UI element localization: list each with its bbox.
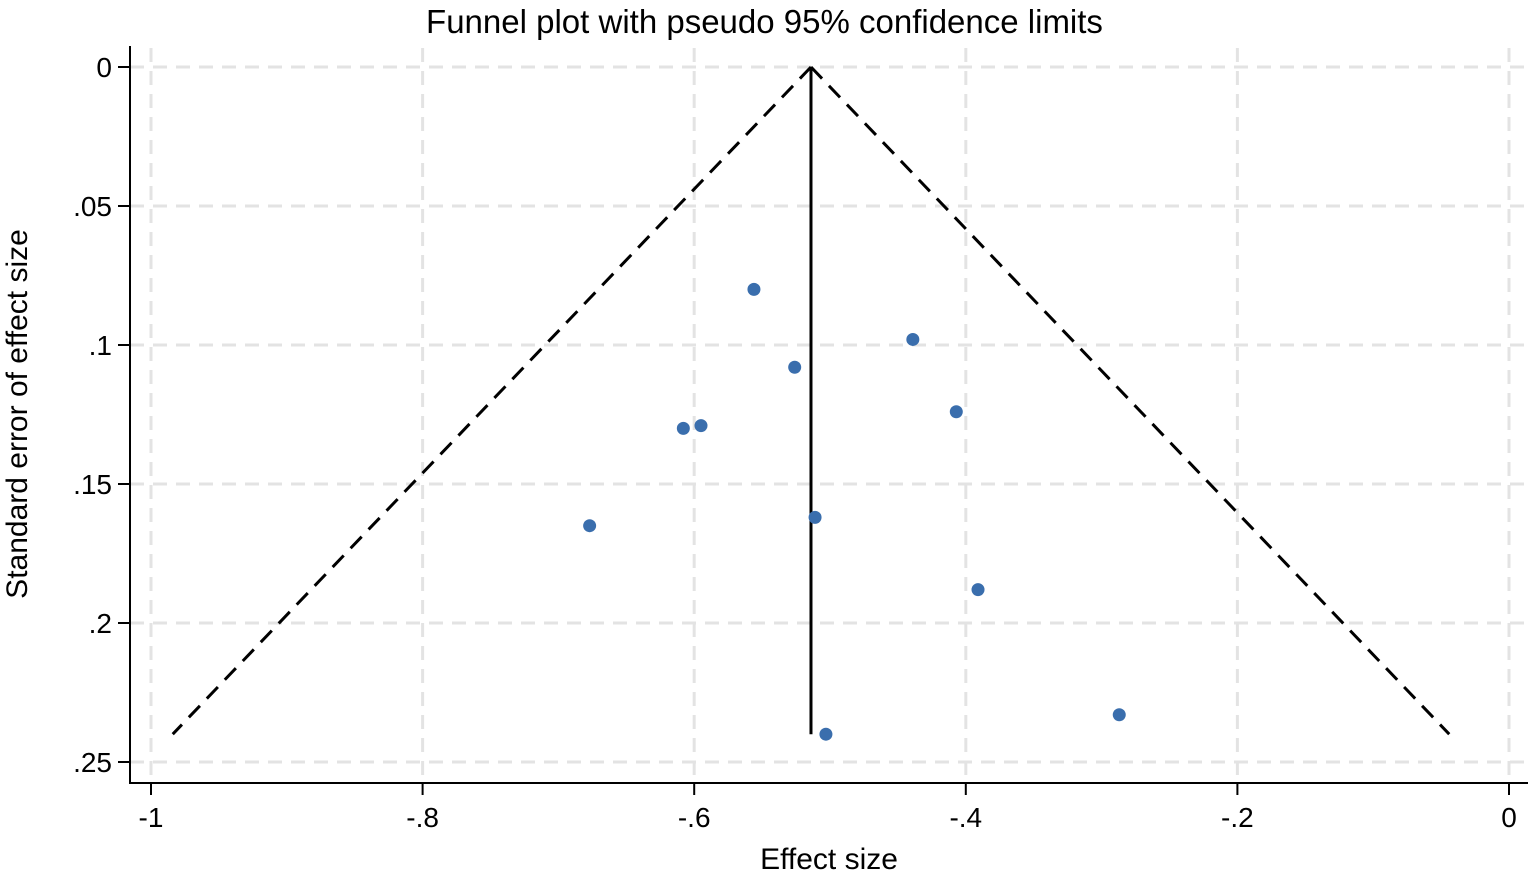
data-point (583, 519, 597, 533)
grid-lines (130, 48, 1528, 783)
data-point (971, 583, 985, 597)
data-point (1112, 708, 1126, 722)
data-point (676, 421, 690, 435)
y-axis-label: Standard error of effect size (1, 229, 34, 599)
confidence-funnel (171, 65, 1451, 736)
tick-labels: -1 -.8 -.6 -.4 -.2 0 0 .05 .1 .15 .2 .25 (73, 52, 1517, 833)
chart-title: Funnel plot with pseudo 95% confidence l… (426, 3, 1103, 40)
axes (118, 46, 1528, 795)
data-point (906, 332, 920, 346)
confidence-limit-line (171, 65, 813, 736)
x-axis-label: Effect size (760, 843, 898, 876)
data-point (808, 510, 822, 524)
x-tick-label: 0 (1501, 802, 1517, 833)
y-tick-label: .2 (89, 608, 112, 639)
x-tick-label: -.6 (678, 802, 711, 833)
y-tick-label: .05 (73, 191, 112, 222)
y-tick-label: .25 (73, 747, 112, 778)
x-tick-label: -.2 (1221, 802, 1254, 833)
x-tick-label: -.8 (406, 802, 439, 833)
data-point (949, 405, 963, 419)
data-point (788, 360, 802, 374)
y-tick-label: 0 (96, 52, 112, 83)
x-tick-label: -1 (139, 802, 164, 833)
data-point (819, 727, 833, 741)
x-tick-label: -.4 (949, 802, 982, 833)
y-tick-label: .1 (89, 330, 112, 361)
data-points (583, 282, 1126, 741)
data-point (747, 282, 761, 296)
confidence-limit-line (809, 65, 1451, 736)
y-tick-label: .15 (73, 469, 112, 500)
data-point (694, 419, 708, 433)
